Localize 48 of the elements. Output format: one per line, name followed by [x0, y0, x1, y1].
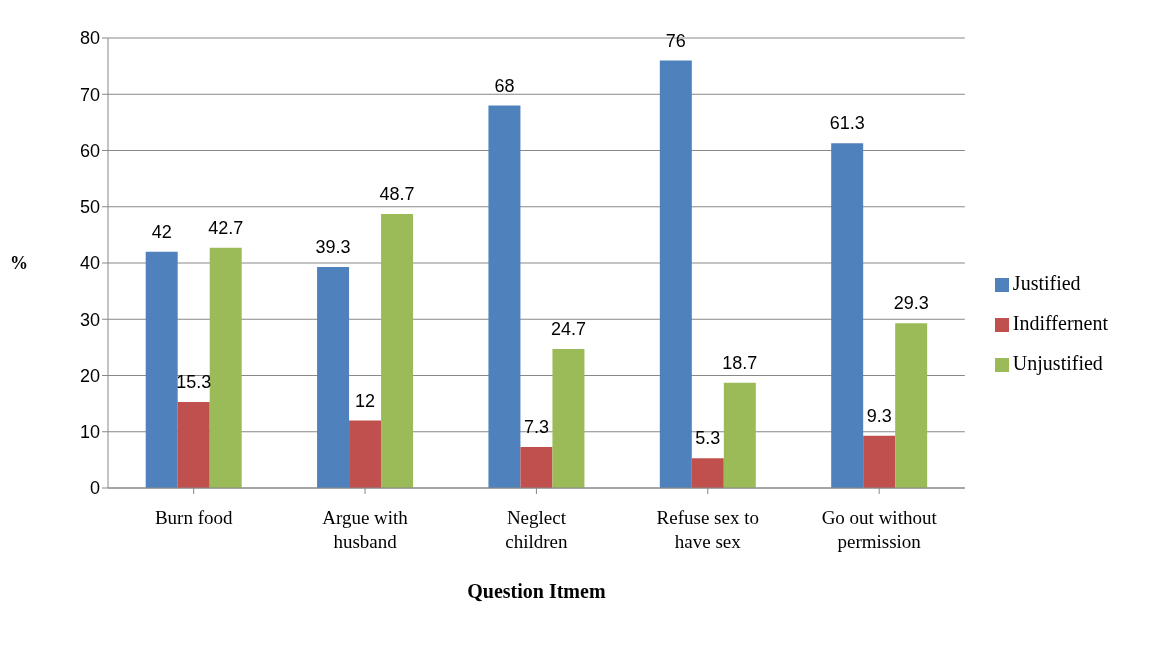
data-label: 12 [355, 390, 376, 411]
y-tick-label: 60 [79, 140, 100, 161]
data-label: 5.3 [695, 428, 721, 449]
data-label: 7.3 [523, 416, 549, 437]
bar [349, 420, 382, 488]
legend-label: Indiffernent [1012, 312, 1108, 334]
y-tick-label: 50 [79, 197, 100, 218]
data-label: 24.7 [550, 319, 586, 340]
data-label: 42.7 [208, 217, 244, 238]
data-label: 76 [665, 30, 686, 51]
bar [863, 435, 896, 488]
data-label: 68 [494, 75, 515, 96]
legend-label: Unjustified [1012, 352, 1103, 374]
bar [520, 446, 553, 488]
bar [177, 401, 210, 488]
bar [209, 247, 242, 488]
y-tick-label: 20 [79, 365, 100, 386]
x-tick-label: Go out without permission [821, 507, 938, 552]
legend-label: Justified [1012, 272, 1081, 294]
y-tick-label: 80 [79, 28, 100, 49]
data-label: 61.3 [829, 113, 865, 134]
bar [723, 382, 756, 488]
x-tick-label: Refuse sex to have sex [656, 507, 759, 552]
y-tick-label: 0 [89, 478, 100, 499]
y-tick-label: 70 [79, 84, 100, 105]
y-axis-title: % [10, 253, 28, 274]
bar [659, 60, 692, 488]
x-axis-title: Question Itmem [467, 580, 606, 602]
y-tick-label: 30 [79, 309, 100, 330]
y-tick-label: 40 [79, 253, 100, 274]
bar [691, 458, 724, 488]
x-tick-label: Neglect children [505, 507, 569, 552]
bar [488, 105, 521, 488]
bar [317, 266, 350, 488]
bar [831, 143, 864, 488]
bar [145, 251, 178, 488]
bar [895, 323, 928, 488]
data-label: 39.3 [315, 236, 351, 257]
bar [552, 349, 585, 488]
y-tick-label: 10 [79, 422, 100, 443]
bar [381, 214, 414, 488]
data-label: 48.7 [379, 184, 415, 205]
data-label: 9.3 [866, 405, 892, 426]
x-tick-label: Burn food [154, 507, 233, 528]
x-tick-label: Argue with husband [322, 507, 409, 552]
data-label: 42 [151, 221, 172, 242]
data-label: 18.7 [722, 352, 758, 373]
data-label: 29.3 [893, 293, 929, 314]
